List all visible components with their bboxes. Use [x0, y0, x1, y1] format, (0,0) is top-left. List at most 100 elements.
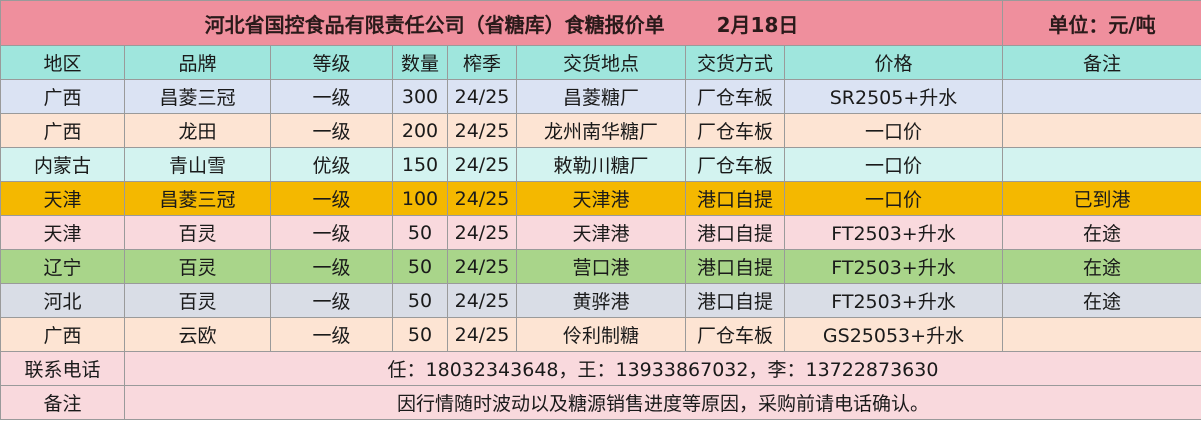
cell-price: SR2505+升水	[784, 79, 1003, 114]
header-quantity: 数量	[392, 45, 448, 80]
cell-delivery: 港口自提	[685, 215, 785, 250]
cell-note: 在途	[1002, 283, 1201, 318]
cell-location: 营口港	[516, 249, 686, 284]
cell-grade: 一级	[270, 215, 393, 250]
contact-row: 联系电话 任：18032343648，王：13933867032，李：13722…	[0, 351, 1201, 386]
table-row: 广西 昌菱三冠 一级 300 24/25 昌菱糖厂 厂仓车板 SR2505+升水	[0, 79, 1201, 114]
cell-region: 内蒙古	[0, 147, 125, 182]
cell-region: 广西	[0, 317, 125, 352]
cell-brand: 百灵	[124, 283, 271, 318]
cell-quantity: 300	[392, 79, 448, 114]
remark-row: 备注 因行情随时波动以及糖源销售进度等原因，采购前请电话确认。	[0, 385, 1201, 420]
cell-brand: 百灵	[124, 249, 271, 284]
cell-season: 24/25	[447, 147, 517, 182]
header-price: 价格	[784, 45, 1003, 80]
cell-delivery: 港口自提	[685, 249, 785, 284]
cell-note	[1002, 113, 1201, 148]
cell-quantity: 100	[392, 181, 448, 216]
cell-location: 昌菱糖厂	[516, 79, 686, 114]
cell-price: FT2503+升水	[784, 283, 1003, 318]
cell-note	[1002, 147, 1201, 182]
contact-label: 联系电话	[0, 351, 125, 386]
cell-region: 天津	[0, 181, 125, 216]
cell-price: 一口价	[784, 181, 1003, 216]
cell-quantity: 50	[392, 249, 448, 284]
table-row: 内蒙古 青山雪 优级 150 24/25 敕勒川糖厂 厂仓车板 一口价	[0, 147, 1201, 182]
cell-brand: 龙田	[124, 113, 271, 148]
cell-note	[1002, 317, 1201, 352]
cell-brand: 云欧	[124, 317, 271, 352]
table-row: 天津 昌菱三冠 一级 100 24/25 天津港 港口自提 一口价 已到港	[0, 181, 1201, 216]
header-note: 备注	[1002, 45, 1201, 80]
cell-delivery: 港口自提	[685, 283, 785, 318]
table-row: 天津 百灵 一级 50 24/25 天津港 港口自提 FT2503+升水 在途	[0, 215, 1201, 250]
cell-price: 一口价	[784, 147, 1003, 182]
cell-season: 24/25	[447, 113, 517, 148]
contact-value: 任：18032343648，王：13933867032，李：1372287363…	[124, 351, 1201, 386]
header-brand: 品牌	[124, 45, 271, 80]
header-season: 榨季	[447, 45, 517, 80]
cell-brand: 百灵	[124, 215, 271, 250]
cell-season: 24/25	[447, 215, 517, 250]
cell-grade: 一级	[270, 283, 393, 318]
cell-grade: 一级	[270, 249, 393, 284]
cell-grade: 一级	[270, 113, 393, 148]
title-row: 河北省国控食品有限责任公司（省糖库）食糖报价单 2月18日 单位：元/吨	[0, 0, 1201, 46]
cell-season: 24/25	[447, 283, 517, 318]
cell-quantity: 50	[392, 283, 448, 318]
cell-delivery: 厂仓车板	[685, 147, 785, 182]
header-delivery: 交货方式	[685, 45, 785, 80]
cell-delivery: 厂仓车板	[685, 317, 785, 352]
cell-price: FT2503+升水	[784, 215, 1003, 250]
cell-location: 天津港	[516, 181, 686, 216]
cell-note: 已到港	[1002, 181, 1201, 216]
cell-grade: 一级	[270, 79, 393, 114]
header-grade: 等级	[270, 45, 393, 80]
cell-location: 龙州南华糖厂	[516, 113, 686, 148]
title-cell: 河北省国控食品有限责任公司（省糖库）食糖报价单 2月18日	[0, 0, 1003, 46]
cell-season: 24/25	[447, 249, 517, 284]
cell-note: 在途	[1002, 215, 1201, 250]
cell-quantity: 150	[392, 147, 448, 182]
table-row: 广西 龙田 一级 200 24/25 龙州南华糖厂 厂仓车板 一口价	[0, 113, 1201, 148]
cell-quantity: 50	[392, 317, 448, 352]
cell-brand: 青山雪	[124, 147, 271, 182]
cell-region: 天津	[0, 215, 125, 250]
cell-note: 在途	[1002, 249, 1201, 284]
cell-brand: 昌菱三冠	[124, 181, 271, 216]
cell-region: 辽宁	[0, 249, 125, 284]
header-location: 交货地点	[516, 45, 686, 80]
cell-location: 敕勒川糖厂	[516, 147, 686, 182]
header-region: 地区	[0, 45, 125, 80]
cell-quantity: 200	[392, 113, 448, 148]
cell-delivery: 港口自提	[685, 181, 785, 216]
cell-season: 24/25	[447, 317, 517, 352]
cell-delivery: 厂仓车板	[685, 79, 785, 114]
quote-date: 2月18日	[716, 12, 799, 37]
cell-grade: 优级	[270, 147, 393, 182]
cell-grade: 一级	[270, 181, 393, 216]
cell-season: 24/25	[447, 79, 517, 114]
cell-region: 河北	[0, 283, 125, 318]
table-row: 河北 百灵 一级 50 24/25 黄骅港 港口自提 FT2503+升水 在途	[0, 283, 1201, 318]
cell-season: 24/25	[447, 181, 517, 216]
cell-price: FT2503+升水	[784, 249, 1003, 284]
unit-cell: 单位：元/吨	[1002, 0, 1201, 46]
table-row: 广西 云欧 一级 50 24/25 伶利制糖 厂仓车板 GS25053+升水	[0, 317, 1201, 352]
header-row: 地区 品牌 等级 数量 榨季 交货地点 交货方式 价格 备注	[0, 45, 1201, 80]
cell-location: 天津港	[516, 215, 686, 250]
cell-location: 黄骅港	[516, 283, 686, 318]
cell-region: 广西	[0, 79, 125, 114]
cell-delivery: 厂仓车板	[685, 113, 785, 148]
cell-region: 广西	[0, 113, 125, 148]
remark-value: 因行情随时波动以及糖源销售进度等原因，采购前请电话确认。	[124, 385, 1201, 420]
cell-location: 伶利制糖	[516, 317, 686, 352]
sheet-title: 河北省国控食品有限责任公司（省糖库）食糖报价单	[204, 12, 665, 37]
cell-note	[1002, 79, 1201, 114]
cell-price: 一口价	[784, 113, 1003, 148]
cell-brand: 昌菱三冠	[124, 79, 271, 114]
cell-price: GS25053+升水	[784, 317, 1003, 352]
cell-grade: 一级	[270, 317, 393, 352]
remark-label: 备注	[0, 385, 125, 420]
